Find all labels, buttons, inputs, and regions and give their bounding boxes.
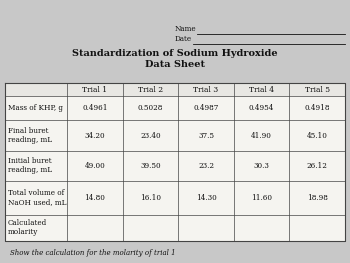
Text: 16.10: 16.10 <box>140 194 161 202</box>
Text: Name: Name <box>175 25 197 33</box>
Text: 0.4918: 0.4918 <box>304 104 330 112</box>
Text: 26.12: 26.12 <box>307 162 328 170</box>
Text: 0.4954: 0.4954 <box>249 104 274 112</box>
Text: Final buret
reading, mL: Final buret reading, mL <box>8 127 52 144</box>
Text: 45.10: 45.10 <box>307 132 328 140</box>
Bar <box>5 181 67 215</box>
Bar <box>234 215 289 241</box>
Bar <box>5 215 67 241</box>
Bar <box>178 83 234 96</box>
Bar <box>178 181 234 215</box>
Bar <box>67 215 122 241</box>
Bar <box>289 83 345 96</box>
Text: 14.80: 14.80 <box>84 194 105 202</box>
Bar <box>289 151 345 181</box>
Text: 0.4961: 0.4961 <box>82 104 107 112</box>
Text: 49.00: 49.00 <box>84 162 105 170</box>
Bar <box>289 120 345 151</box>
Bar <box>234 120 289 151</box>
Text: Mass of KHP, g: Mass of KHP, g <box>8 104 63 112</box>
Text: 14.30: 14.30 <box>196 194 216 202</box>
Bar <box>178 96 234 120</box>
Bar <box>234 96 289 120</box>
Bar <box>234 151 289 181</box>
Text: 23.2: 23.2 <box>198 162 214 170</box>
Text: Total volume of
NaOH used, mL: Total volume of NaOH used, mL <box>8 189 66 206</box>
Text: Show the calculation for the molarity of trial 1: Show the calculation for the molarity of… <box>10 249 176 257</box>
Bar <box>122 96 178 120</box>
Bar <box>289 181 345 215</box>
Bar <box>122 151 178 181</box>
Bar <box>5 83 345 241</box>
Bar <box>5 83 67 96</box>
Bar <box>5 96 67 120</box>
Text: 34.20: 34.20 <box>84 132 105 140</box>
Text: Data Sheet: Data Sheet <box>145 60 205 69</box>
Text: Trial 3: Trial 3 <box>193 85 219 94</box>
Bar <box>5 151 67 181</box>
Text: Trial 4: Trial 4 <box>249 85 274 94</box>
Text: 18.98: 18.98 <box>307 194 328 202</box>
Text: Trial 2: Trial 2 <box>138 85 163 94</box>
Bar <box>234 83 289 96</box>
Bar <box>178 215 234 241</box>
Text: Trial 1: Trial 1 <box>82 85 107 94</box>
Bar <box>67 181 122 215</box>
Bar <box>67 151 122 181</box>
Bar <box>234 181 289 215</box>
Bar <box>122 120 178 151</box>
Text: Standardization of Sodium Hydroxide: Standardization of Sodium Hydroxide <box>72 49 278 58</box>
Bar <box>122 83 178 96</box>
Bar <box>5 120 67 151</box>
Text: 41.90: 41.90 <box>251 132 272 140</box>
Bar <box>67 120 122 151</box>
Bar <box>178 120 234 151</box>
Text: Calculated
molarity: Calculated molarity <box>8 219 47 236</box>
Text: 39.50: 39.50 <box>140 162 161 170</box>
Text: 23.40: 23.40 <box>140 132 161 140</box>
Text: 11.60: 11.60 <box>251 194 272 202</box>
Text: Date: Date <box>175 35 192 43</box>
Bar <box>289 215 345 241</box>
Text: 30.3: 30.3 <box>254 162 270 170</box>
Text: 0.5028: 0.5028 <box>138 104 163 112</box>
Text: 37.5: 37.5 <box>198 132 214 140</box>
Bar <box>289 96 345 120</box>
Bar <box>67 96 122 120</box>
Text: Initial buret
reading, mL: Initial buret reading, mL <box>8 157 52 174</box>
Text: 0.4987: 0.4987 <box>193 104 219 112</box>
Bar <box>67 83 122 96</box>
Bar <box>122 181 178 215</box>
Bar <box>178 151 234 181</box>
Bar <box>122 215 178 241</box>
Text: Trial 5: Trial 5 <box>304 85 330 94</box>
